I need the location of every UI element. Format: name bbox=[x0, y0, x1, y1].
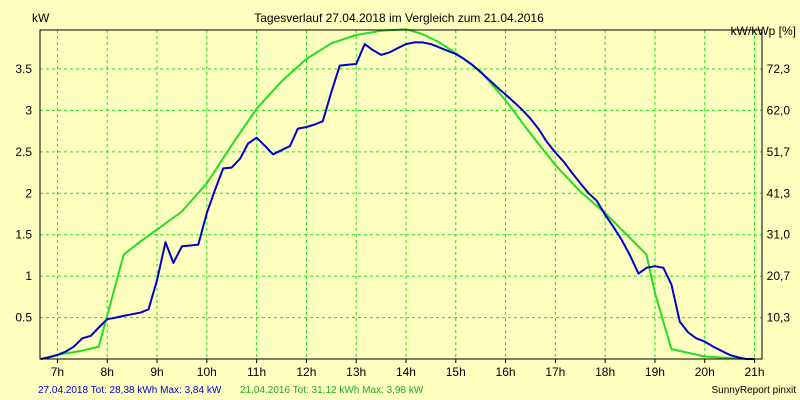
x-tick-label: 12h bbox=[296, 365, 316, 379]
x-tick-label: 16h bbox=[496, 365, 516, 379]
grid-lines bbox=[40, 30, 762, 363]
x-tick-label: 11h bbox=[247, 365, 266, 379]
x-tick-label: 9h bbox=[150, 365, 163, 379]
y-tick-label-left: 1 bbox=[25, 269, 32, 283]
x-tick-label: 15h bbox=[446, 365, 466, 379]
y-tick-label-right: 72,3 bbox=[767, 62, 791, 76]
y-tick-label-right: 10,3 bbox=[767, 311, 791, 325]
x-tick-label: 20h bbox=[695, 365, 715, 379]
x-tick-label: 8h bbox=[101, 365, 114, 379]
y-tick-label-right: 31,0 bbox=[767, 228, 791, 242]
axis-labels: 7h 8h 9h 10h 11h 12h 13h 14h 15h 16h 17h 18h 19h 20h 2… bbox=[15, 62, 790, 379]
y-axis-right-label: kW/kWp [%] bbox=[731, 24, 796, 38]
footer-credit: SunnyReport pinxit bbox=[712, 385, 797, 396]
chart-title: Tagesverlauf 27.04.2018 im Vergleich zum… bbox=[254, 11, 544, 25]
y-tick-label-right: 51,7 bbox=[767, 145, 791, 159]
x-tick-label: 13h bbox=[346, 365, 366, 379]
x-tick-label: 18h bbox=[595, 365, 615, 379]
y-tick-label-left: 0.5 bbox=[15, 311, 32, 325]
plot-frame bbox=[39, 29, 763, 360]
x-tick-label: 10h bbox=[197, 365, 217, 379]
series-lines bbox=[40, 28, 755, 360]
y-tick-label-left: 1.5 bbox=[15, 228, 32, 242]
y-tick-label-right: 62,0 bbox=[767, 103, 791, 117]
x-tick-label: 19h bbox=[645, 365, 665, 379]
series-line-21-04-2016 bbox=[40, 28, 755, 360]
y-tick-label-left: 2 bbox=[25, 186, 32, 200]
y-tick-label-left: 2.5 bbox=[15, 145, 32, 159]
y-tick-label-left: 3 bbox=[25, 103, 32, 117]
y-axis-left-label: kW bbox=[32, 11, 50, 25]
y-tick-label-right: 20,7 bbox=[767, 269, 791, 283]
x-tick-label: 21h bbox=[745, 365, 765, 379]
footer-2016-summary: 21.04.2016 Tot: 31,12 kWh Max: 3,98 kW bbox=[240, 385, 424, 396]
x-tick-label: 14h bbox=[396, 365, 416, 379]
series-line-27-04-2018 bbox=[40, 41, 755, 360]
x-tick-label: 17h bbox=[545, 365, 565, 379]
y-tick-label-left: 3.5 bbox=[15, 62, 32, 76]
y-tick-label-right: 41,3 bbox=[767, 186, 791, 200]
footer-2018-summary: 27.04.2018 Tot: 28,38 kWh Max: 3,84 kW bbox=[38, 385, 222, 396]
x-tick-label: 7h bbox=[51, 365, 64, 379]
